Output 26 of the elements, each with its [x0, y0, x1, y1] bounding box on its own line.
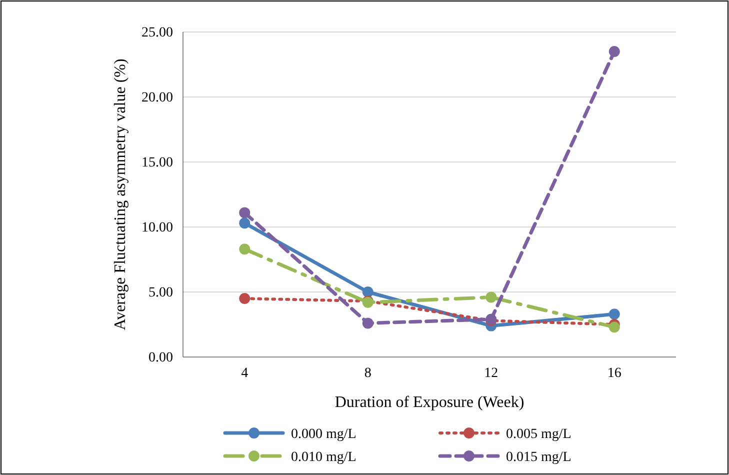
- x-tick-label: 12: [484, 366, 498, 381]
- point: [608, 308, 620, 320]
- y-tick-label: 25.00: [142, 25, 173, 40]
- point: [362, 286, 374, 298]
- y-axis-title: Average Fluctuating asymmetry value (%): [112, 58, 129, 330]
- point: [239, 207, 250, 218]
- point: [239, 244, 250, 255]
- x-tick-label: 8: [364, 366, 372, 381]
- x-tick-label: 4: [241, 366, 248, 381]
- point: [608, 322, 620, 333]
- legend-label: 0.015 mg/L: [506, 450, 572, 465]
- y-tick-label: 10.00: [142, 220, 173, 236]
- y-tick-label: 15.00: [142, 155, 173, 170]
- point: [486, 292, 497, 303]
- point: [239, 293, 250, 304]
- legend-label: 0.000 mg/L: [291, 427, 356, 442]
- y-tick-label: 20.00: [142, 90, 173, 106]
- x-tick-label: 16: [607, 366, 622, 381]
- x-axis-title: Duration of Exposure (Week): [334, 394, 524, 411]
- point: [608, 46, 620, 57]
- y-tick-label: 5.00: [148, 285, 173, 300]
- y-tick-label: 0.00: [148, 350, 173, 366]
- point: [362, 318, 374, 329]
- point: [239, 218, 250, 229]
- legend-label: 0.010 mg/L: [291, 450, 356, 465]
- legend-label: 0.005 mg/L: [506, 427, 572, 442]
